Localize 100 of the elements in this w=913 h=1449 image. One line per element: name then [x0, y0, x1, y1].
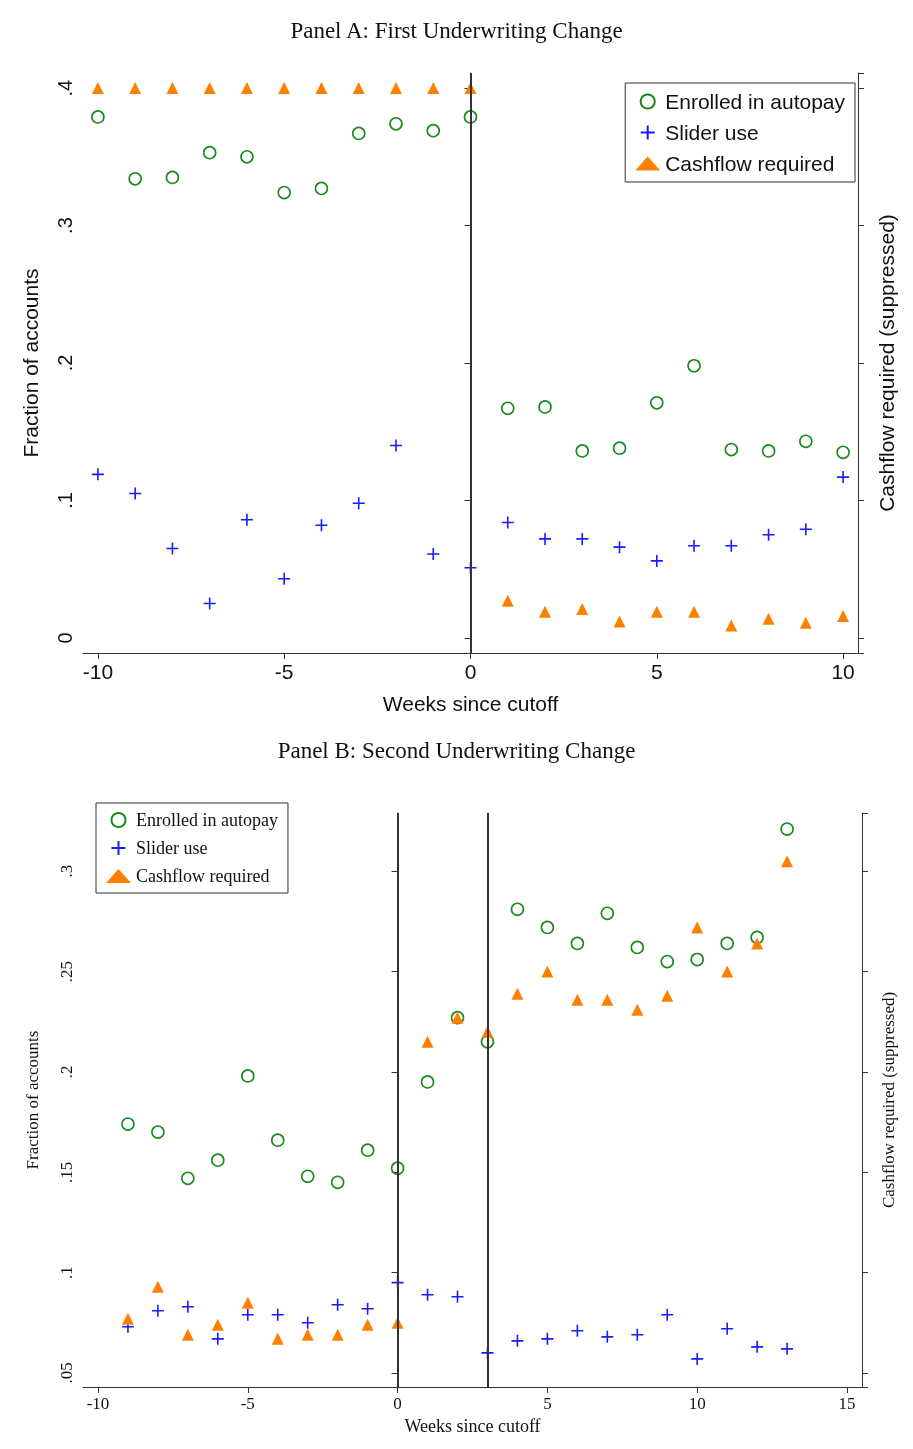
point	[799, 434, 813, 449]
point	[780, 822, 794, 836]
legend-label: Slider use	[136, 838, 208, 858]
point	[151, 1125, 165, 1139]
point	[538, 400, 552, 414]
point	[420, 1075, 435, 1089]
point	[612, 540, 627, 554]
point	[600, 906, 615, 921]
point	[538, 532, 552, 546]
point	[687, 539, 701, 553]
point	[271, 1332, 284, 1345]
point	[427, 82, 440, 95]
x-tick-label: -5	[274, 660, 294, 683]
chart-title: Panel A: First Underwriting Change	[290, 18, 623, 43]
legend-label: Cashflow required	[665, 152, 835, 175]
point	[331, 1328, 344, 1341]
point	[781, 855, 794, 868]
x-tick-label: 10	[688, 1394, 706, 1413]
point	[128, 172, 142, 186]
point	[691, 921, 704, 934]
point	[650, 605, 663, 618]
point	[720, 1322, 734, 1336]
legend-label: Enrolled in autopay	[136, 810, 278, 830]
point	[511, 987, 524, 1000]
point	[181, 1328, 194, 1341]
point	[165, 170, 180, 185]
point	[837, 609, 850, 622]
point	[360, 1301, 375, 1316]
point	[631, 1003, 644, 1016]
point	[650, 554, 664, 568]
y-tick-label: .2	[54, 354, 76, 372]
point	[389, 117, 403, 131]
point	[128, 486, 142, 501]
x-axis-title: Weeks since cutoff	[404, 1415, 541, 1436]
point	[501, 594, 514, 607]
y-tick-label: .3	[54, 217, 76, 234]
point	[751, 937, 764, 950]
point	[799, 616, 812, 629]
point	[761, 444, 776, 458]
point	[541, 965, 554, 978]
point	[761, 528, 776, 542]
point	[660, 1307, 675, 1322]
point	[352, 82, 365, 95]
point	[389, 82, 402, 95]
x-tick-label: 15	[838, 1394, 856, 1413]
point	[836, 470, 850, 484]
point	[361, 1318, 374, 1331]
x-tick-label: 0	[393, 1394, 402, 1413]
point	[612, 441, 627, 456]
point	[181, 1299, 195, 1314]
point	[121, 1117, 135, 1131]
point	[420, 1287, 435, 1302]
point	[301, 1328, 314, 1341]
point	[660, 954, 675, 969]
y2-axis-title: Cashflow required (suppressed)	[875, 214, 898, 512]
point	[540, 920, 555, 935]
point	[690, 952, 705, 967]
point	[500, 515, 515, 530]
y-tick-label: .1	[54, 492, 76, 509]
y-tick-label: .05	[57, 1362, 76, 1384]
point	[601, 993, 614, 1006]
y-tick-label: .3	[57, 864, 76, 878]
point	[724, 442, 739, 457]
x-tick-label: 5	[543, 1394, 552, 1413]
point	[315, 82, 328, 95]
point	[576, 603, 589, 616]
point	[151, 1280, 164, 1293]
point	[725, 619, 738, 632]
point	[121, 1312, 134, 1325]
point	[241, 1069, 255, 1083]
point	[539, 605, 552, 618]
point	[270, 1133, 285, 1147]
point	[202, 596, 217, 611]
y-axis-title: Fraction of accounts	[23, 1030, 42, 1170]
point	[202, 145, 217, 160]
point	[360, 1143, 375, 1157]
point	[570, 936, 585, 951]
point	[351, 126, 366, 141]
point	[166, 82, 179, 95]
x-tick-label: 5	[650, 660, 663, 683]
y-tick-label: .1	[57, 1266, 76, 1279]
point	[571, 993, 584, 1006]
point	[314, 518, 329, 532]
x-tick-label: -5	[240, 1394, 255, 1413]
point	[240, 150, 254, 164]
point	[240, 1307, 255, 1322]
point	[241, 1296, 254, 1309]
point	[480, 1035, 495, 1049]
y-tick-label: .4	[54, 79, 76, 97]
point	[630, 1328, 645, 1342]
point	[720, 936, 734, 951]
point	[661, 989, 674, 1002]
point	[91, 467, 105, 482]
point	[450, 1289, 465, 1304]
point	[570, 1324, 585, 1338]
point	[277, 185, 291, 200]
x-tick-label: 10	[831, 660, 855, 683]
y-tick-label: .15	[57, 1161, 76, 1183]
point	[762, 612, 775, 625]
point	[724, 539, 739, 553]
